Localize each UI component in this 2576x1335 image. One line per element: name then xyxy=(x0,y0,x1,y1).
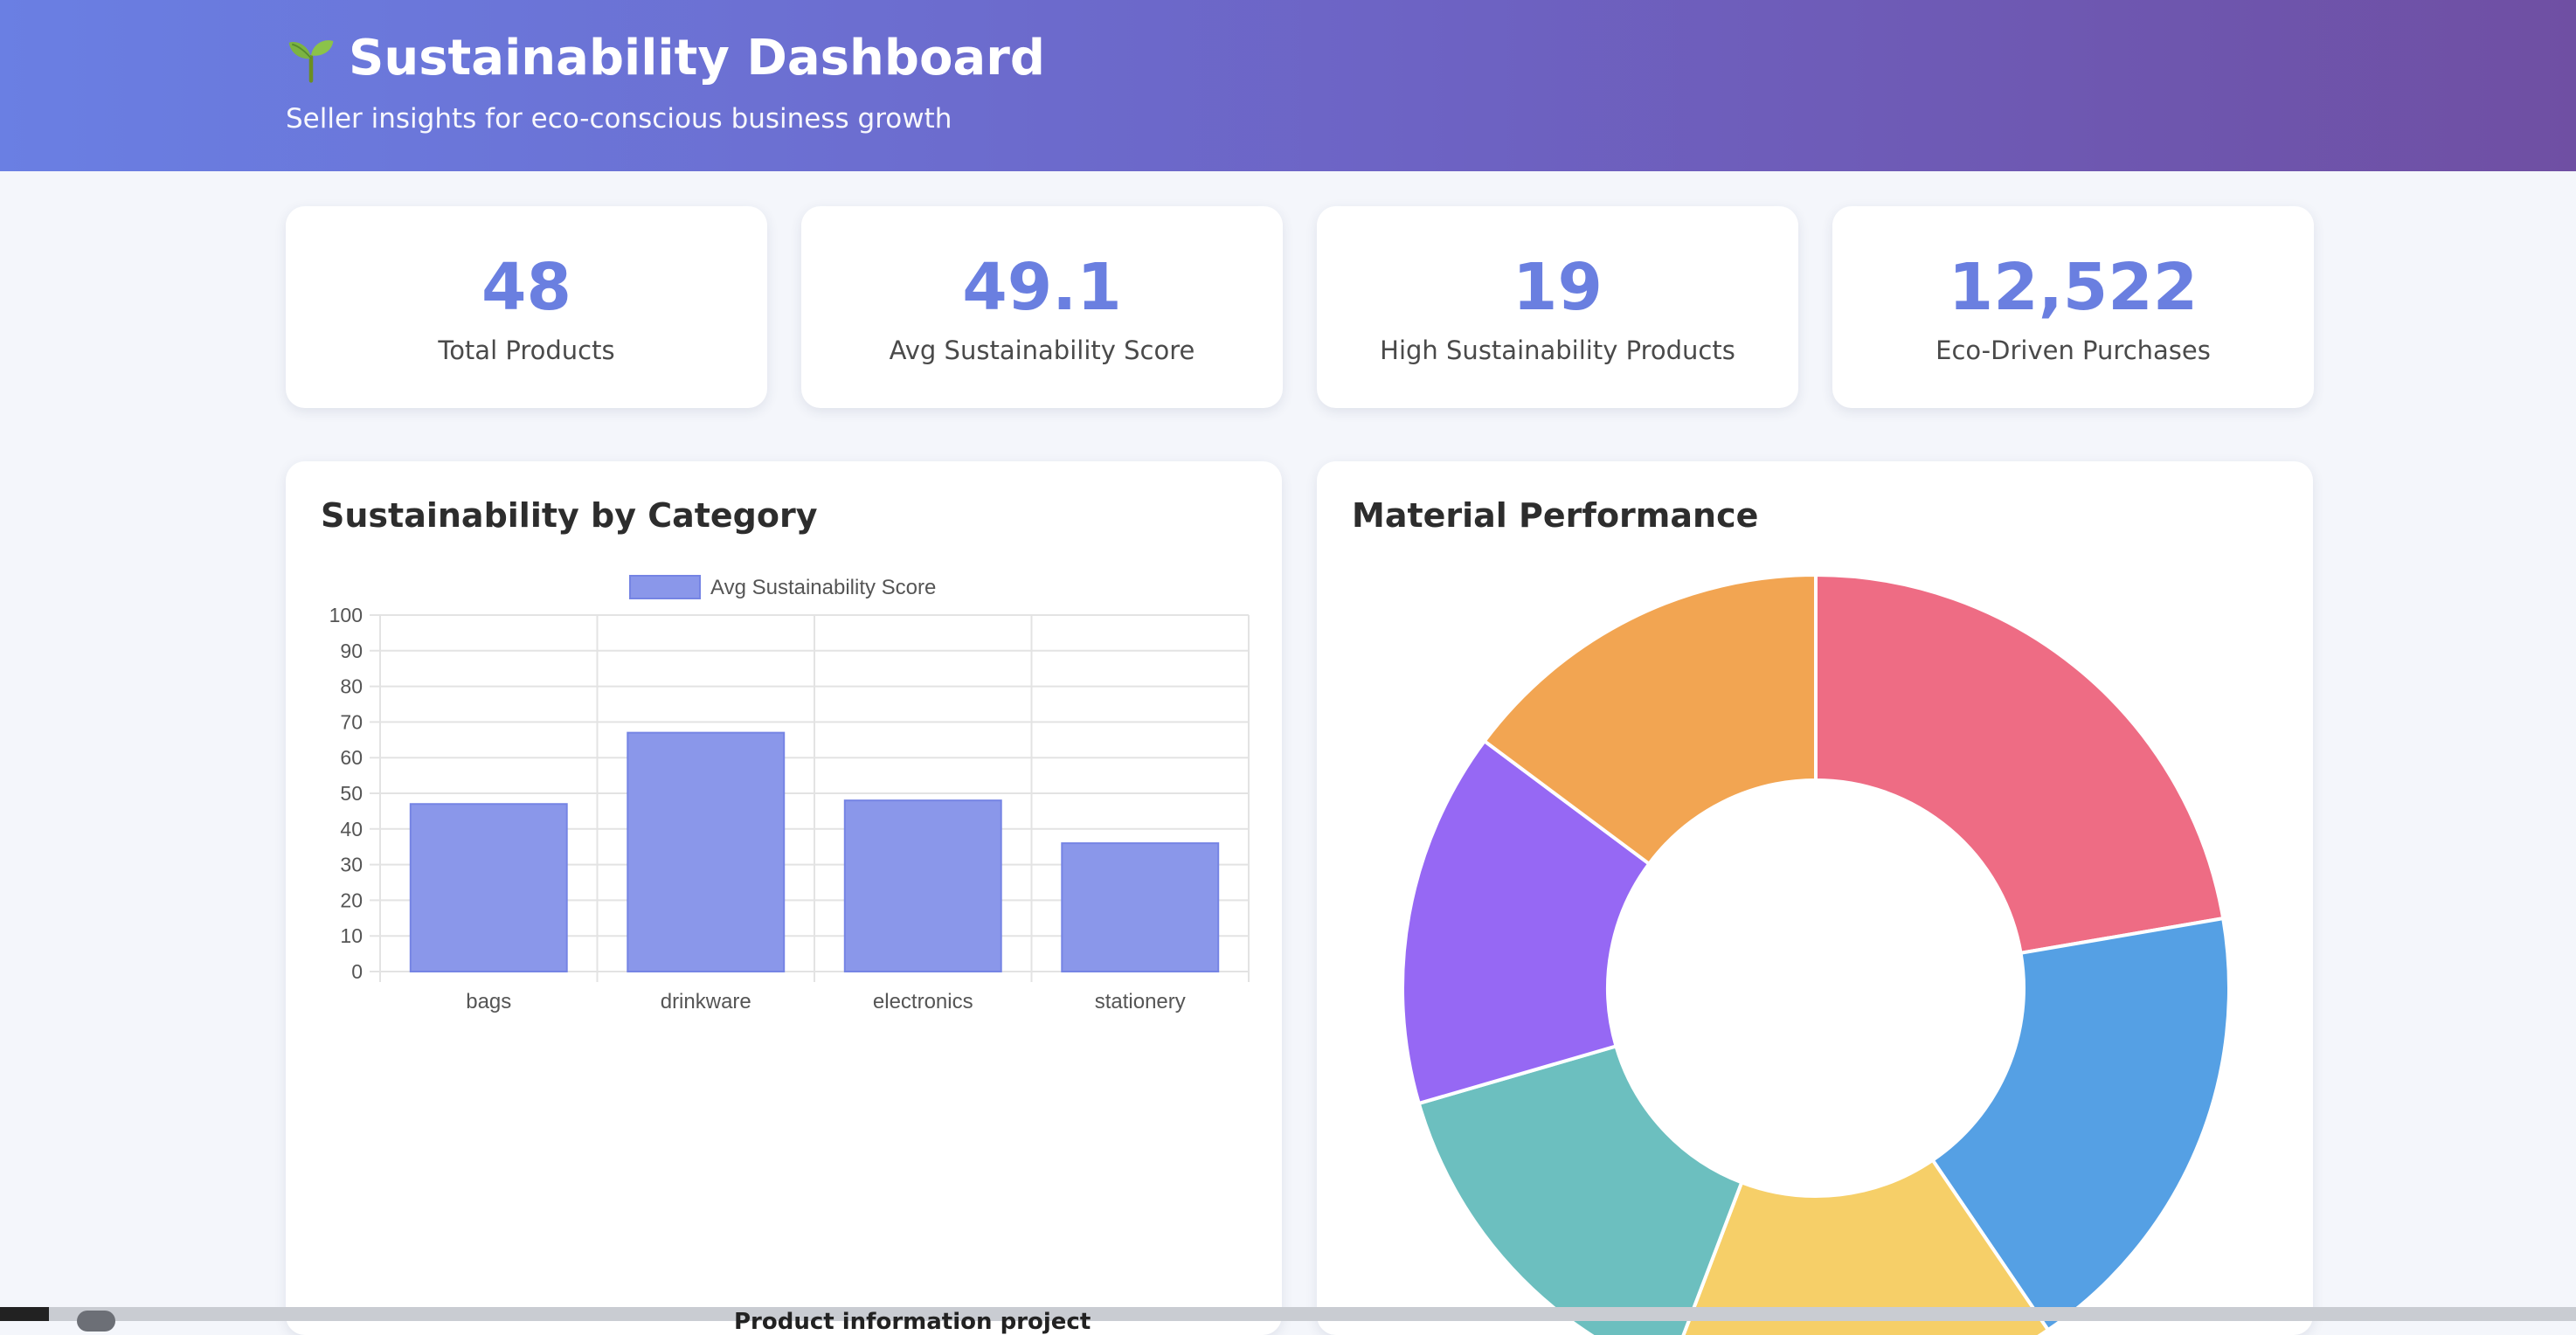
y-tick-label: 20 xyxy=(340,889,363,911)
y-tick-label: 0 xyxy=(351,960,363,983)
bar-stationery xyxy=(1061,842,1220,972)
seedling-icon xyxy=(288,39,334,83)
y-tick-label: 10 xyxy=(340,924,363,947)
page-subtitle: Seller insights for eco-conscious busine… xyxy=(286,103,952,135)
stat-label: Eco-Driven Purchases xyxy=(1935,335,2211,365)
stat-card-total-products: 48 Total Products xyxy=(286,206,767,408)
x-tick-label: drinkware xyxy=(661,990,751,1013)
y-tick-label: 80 xyxy=(340,675,363,698)
bar-bags xyxy=(409,803,568,972)
y-tick-label: 60 xyxy=(340,746,363,769)
taskbar-text: Product information project xyxy=(734,1309,1091,1335)
stat-value: 19 xyxy=(1513,250,1603,325)
doughnut-slice xyxy=(1482,572,1818,867)
category-chart-panel: Sustainability by Category Avg Sustainab… xyxy=(286,461,1282,1335)
material-chart-panel: Material Performance xyxy=(1317,461,2313,1335)
bottom-taskbar: Product information project xyxy=(0,1307,2576,1335)
dashboard-header: Sustainability Dashboard Seller insights… xyxy=(0,0,2576,171)
bar-drinkware xyxy=(627,731,786,972)
material-chart-title: Material Performance xyxy=(1352,496,1759,535)
y-tick-label: 50 xyxy=(340,782,363,805)
material-doughnut-chart xyxy=(1401,572,2231,1335)
y-tick-label: 100 xyxy=(329,604,363,626)
stat-label: High Sustainability Products xyxy=(1380,335,1735,365)
category-bar-chart: Avg Sustainability Score 0 10 20 30 40 50 60 70 8… xyxy=(329,575,1250,1013)
stat-value: 49.1 xyxy=(962,250,1122,325)
y-tick-label: 30 xyxy=(340,854,363,876)
stat-card-high-sustainability: 19 High Sustainability Products xyxy=(1317,206,1798,408)
x-tick-label: bags xyxy=(466,990,511,1013)
category-chart-title: Sustainability by Category xyxy=(321,496,818,535)
y-tick-label: 40 xyxy=(340,818,363,840)
taskbar-edge xyxy=(0,1307,49,1321)
chart-legend: Avg Sustainability Score xyxy=(629,575,936,599)
page-title-text: Sustainability Dashboard xyxy=(349,30,1045,86)
x-tick-label: stationery xyxy=(1095,990,1186,1013)
legend-label: Avg Sustainability Score xyxy=(710,576,936,599)
stat-card-eco-purchases: 12,522 Eco-Driven Purchases xyxy=(1832,206,2314,408)
y-tick-label: 90 xyxy=(340,640,363,662)
y-tick-label: 70 xyxy=(340,710,363,733)
bar-electronics xyxy=(843,799,1002,972)
legend-swatch xyxy=(629,575,701,599)
stat-value: 12,522 xyxy=(1948,250,2199,325)
doughnut-slice xyxy=(1401,738,1652,1106)
x-tick-label: electronics xyxy=(873,990,973,1013)
stat-label: Total Products xyxy=(438,335,615,365)
stat-label: Avg Sustainability Score xyxy=(889,335,1195,365)
stat-value: 48 xyxy=(481,250,571,325)
page-title: Sustainability Dashboard xyxy=(286,30,1045,86)
doughnut-slice xyxy=(1681,1158,2051,1335)
stat-card-avg-score: 49.1 Avg Sustainability Score xyxy=(801,206,1283,408)
doughnut-slice xyxy=(1814,572,2226,956)
taskbar-button[interactable] xyxy=(77,1311,115,1332)
